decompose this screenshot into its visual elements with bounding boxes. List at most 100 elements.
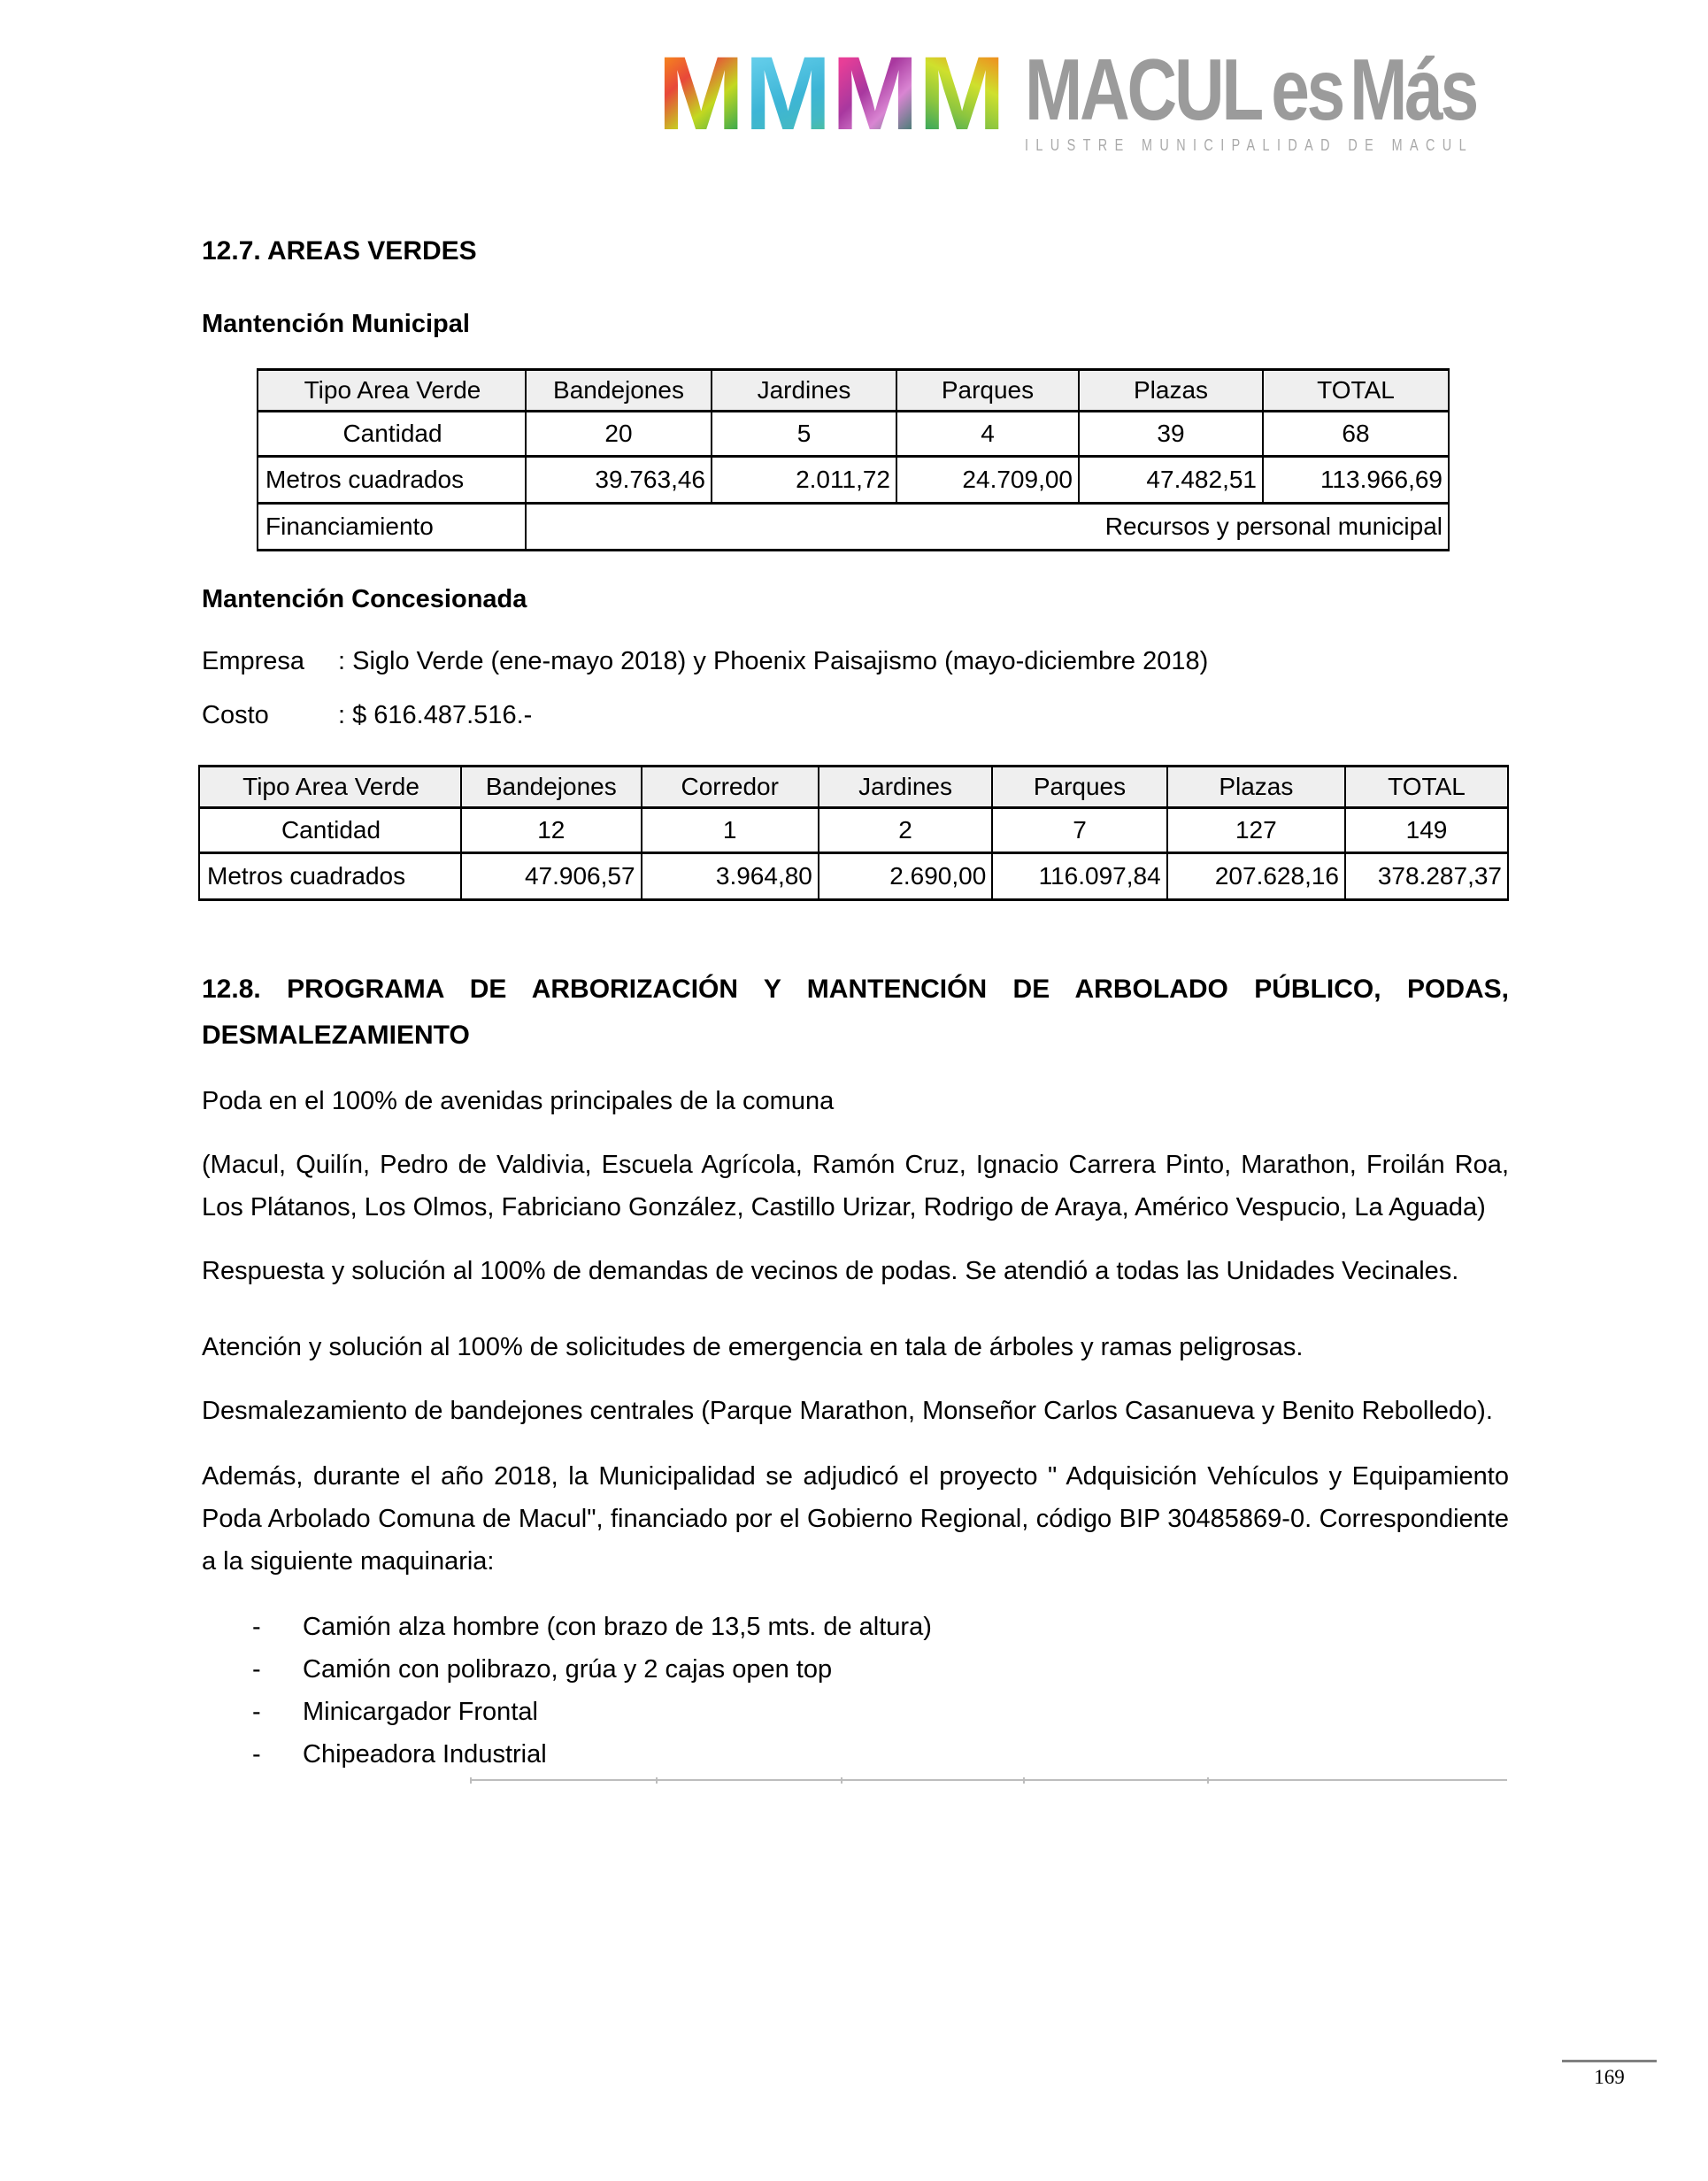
table-cell: 47.906,57 <box>460 852 642 901</box>
table-row: Cantidad 20 5 4 39 68 <box>257 410 1450 458</box>
dash-bullet: - <box>252 1698 261 1726</box>
mantencion-municipal-heading: Mantención Municipal <box>202 310 470 338</box>
table-cell: 1 <box>640 806 819 854</box>
empresa-line: Empresa : Siglo Verde (ene-mayo 2018) y … <box>202 640 1509 682</box>
table-cell: 47.482,51 <box>1078 455 1264 505</box>
page-content: 12.7. AREAS VERDES Mantención Municipal … <box>197 0 1509 1784</box>
logo-m-letter: M <box>919 42 1005 146</box>
row-label-cell: Metros cuadrados <box>197 852 463 901</box>
paragraph-proyecto: Además, durante el año 2018, la Municipa… <box>202 1462 1509 1576</box>
list-item: - Minicargador Frontal <box>202 1691 1509 1733</box>
brand-es: es <box>1271 41 1345 138</box>
paragraph-poda: Poda en el 100% de avenidas principales … <box>202 1087 835 1115</box>
list-item-text: Camión alza hombre (con brazo de 13,5 mt… <box>303 1613 932 1641</box>
table-row: Metros cuadrados 47.906,57 3.964,80 2.69… <box>197 852 1509 901</box>
table-header-row: Tipo Area Verde Bandejones Jardines Parq… <box>257 368 1450 412</box>
row-label-cell: Metros cuadrados <box>257 455 527 505</box>
table-row: Metros cuadrados 39.763,46 2.011,72 24.7… <box>257 455 1450 505</box>
table-cell: 2 <box>817 806 994 854</box>
table-remnant-mark <box>1207 1777 1209 1784</box>
logo-wordmark: MACUL esMás ILUSTRE MUNICIPALIDAD DE MACU… <box>1025 46 1479 155</box>
paragraph-atencion: Atención y solución al 100% de solicitud… <box>202 1333 1304 1361</box>
row-label-cell: Cantidad <box>197 806 463 854</box>
table-header-cell: TOTAL <box>1344 765 1509 809</box>
row-label-cell: Financiamiento <box>257 502 527 551</box>
list-item-text: Minicargador Frontal <box>303 1698 538 1726</box>
logo-mmmm-icon: M M M M <box>658 42 1005 146</box>
table-header-cell: Parques <box>991 765 1168 809</box>
table-cell: 3.964,80 <box>640 852 819 901</box>
mantencion-concesionada-heading: Mantención Concesionada <box>202 585 527 613</box>
table-cell: 24.709,00 <box>896 455 1080 505</box>
dash-bullet: - <box>252 1655 261 1684</box>
footer-divider <box>1562 2060 1657 2062</box>
table-header-cell: Plazas <box>1166 765 1347 809</box>
table-cell: 5 <box>711 410 897 458</box>
list-item: - Camión alza hombre (con brazo de 13,5 … <box>202 1606 1509 1648</box>
table-cell: 68 <box>1262 410 1450 458</box>
table-cell: 39 <box>1078 410 1264 458</box>
table-header-cell: Bandejones <box>460 765 642 809</box>
table-remnant-mark <box>656 1777 658 1784</box>
table-cell: 20 <box>525 410 712 458</box>
table-cell: 113.966,69 <box>1262 455 1450 505</box>
costo-label: Costo <box>202 701 269 729</box>
table-cell: 127 <box>1166 806 1347 854</box>
brand-macul: MACUL <box>1025 41 1264 138</box>
table-merged-cell: Recursos y personal municipal <box>525 502 1450 551</box>
empresa-label: Empresa <box>202 647 305 675</box>
mantencion-concesionada-table: Tipo Area Verde Bandejones Corredor Jard… <box>197 765 1509 901</box>
dash-bullet: - <box>252 1740 261 1769</box>
logo-m-letter: M <box>744 42 831 146</box>
section-12-7-title: 12.7. AREAS VERDES <box>202 236 477 266</box>
table-header-cell: Corredor <box>640 765 819 809</box>
list-item-text: Chipeadora Industrial <box>303 1740 547 1769</box>
logo-m-letter: M <box>658 42 744 146</box>
empresa-value: : Siglo Verde (ene-mayo 2018) y Phoenix … <box>338 647 1209 675</box>
table-cell: 149 <box>1344 806 1509 854</box>
table-row: Cantidad 12 1 2 7 127 149 <box>197 806 1509 854</box>
table-cell: 4 <box>896 410 1080 458</box>
table-row: Financiamiento Recursos y personal munic… <box>257 502 1450 551</box>
table-header-cell: Bandejones <box>525 368 712 412</box>
table-header-cell: Tipo Area Verde <box>257 368 527 412</box>
table-header-cell: Jardines <box>817 765 994 809</box>
table-header-cell: Jardines <box>711 368 897 412</box>
table-cell: 207.628,16 <box>1166 852 1347 901</box>
table-cell: 378.287,37 <box>1344 852 1509 901</box>
table-header-row: Tipo Area Verde Bandejones Corredor Jard… <box>197 765 1509 809</box>
row-label-cell: Cantidad <box>257 410 527 458</box>
paragraph-respuesta: Respuesta y solución al 100% de demandas… <box>202 1257 1459 1285</box>
paragraph-desmalezamiento: Desmalezamiento de bandejones centrales … <box>202 1397 1493 1425</box>
logo-subtitle: ILUSTRE MUNICIPALIDAD DE MACUL <box>1025 136 1474 154</box>
paragraph-avenidas: (Macul, Quilín, Pedro de Valdivia, Escue… <box>202 1151 1509 1222</box>
dash-bullet: - <box>252 1613 261 1641</box>
table-header-cell: Plazas <box>1078 368 1264 412</box>
table-cell: 2.690,00 <box>817 852 994 901</box>
table-header-cell: Tipo Area Verde <box>197 765 463 809</box>
table-cell: 7 <box>991 806 1168 854</box>
table-remnant-mark <box>1023 1777 1025 1784</box>
table-remnant-mark <box>841 1777 842 1784</box>
mantencion-municipal-table: Tipo Area Verde Bandejones Jardines Parq… <box>257 368 1450 551</box>
table-cell: 39.763,46 <box>525 455 712 505</box>
page-number: 169 <box>1594 2066 1625 2088</box>
maquinaria-list: - Camión alza hombre (con brazo de 13,5 … <box>202 1606 1509 1776</box>
table-header-cell: Parques <box>896 368 1080 412</box>
costo-line: Costo : $ 616.487.516.- <box>202 694 1509 736</box>
table-cell: 2.011,72 <box>711 455 897 505</box>
logo-m-letter: M <box>832 42 919 146</box>
list-item: - Chipeadora Industrial <box>202 1733 1509 1776</box>
table-cell: 12 <box>460 806 642 854</box>
section-12-8-title: 12.8. PROGRAMA DE ARBORIZACIÓN Y MANTENC… <box>202 975 1509 1050</box>
table-cell: 116.097,84 <box>991 852 1168 901</box>
table-remnant-line <box>472 1779 1507 1781</box>
list-item-text: Camión con polibrazo, grúa y 2 cajas ope… <box>303 1655 833 1684</box>
costo-value: : $ 616.487.516.- <box>338 701 533 729</box>
table-header-cell: TOTAL <box>1262 368 1450 412</box>
municipality-logo: M M M M MACUL esMás ILUSTRE MUNICIPALIDAD… <box>658 42 1589 155</box>
brand-mas: Más <box>1350 41 1479 138</box>
table-remnant-mark <box>470 1777 472 1784</box>
list-item: - Camión con polibrazo, grúa y 2 cajas o… <box>202 1648 1509 1691</box>
